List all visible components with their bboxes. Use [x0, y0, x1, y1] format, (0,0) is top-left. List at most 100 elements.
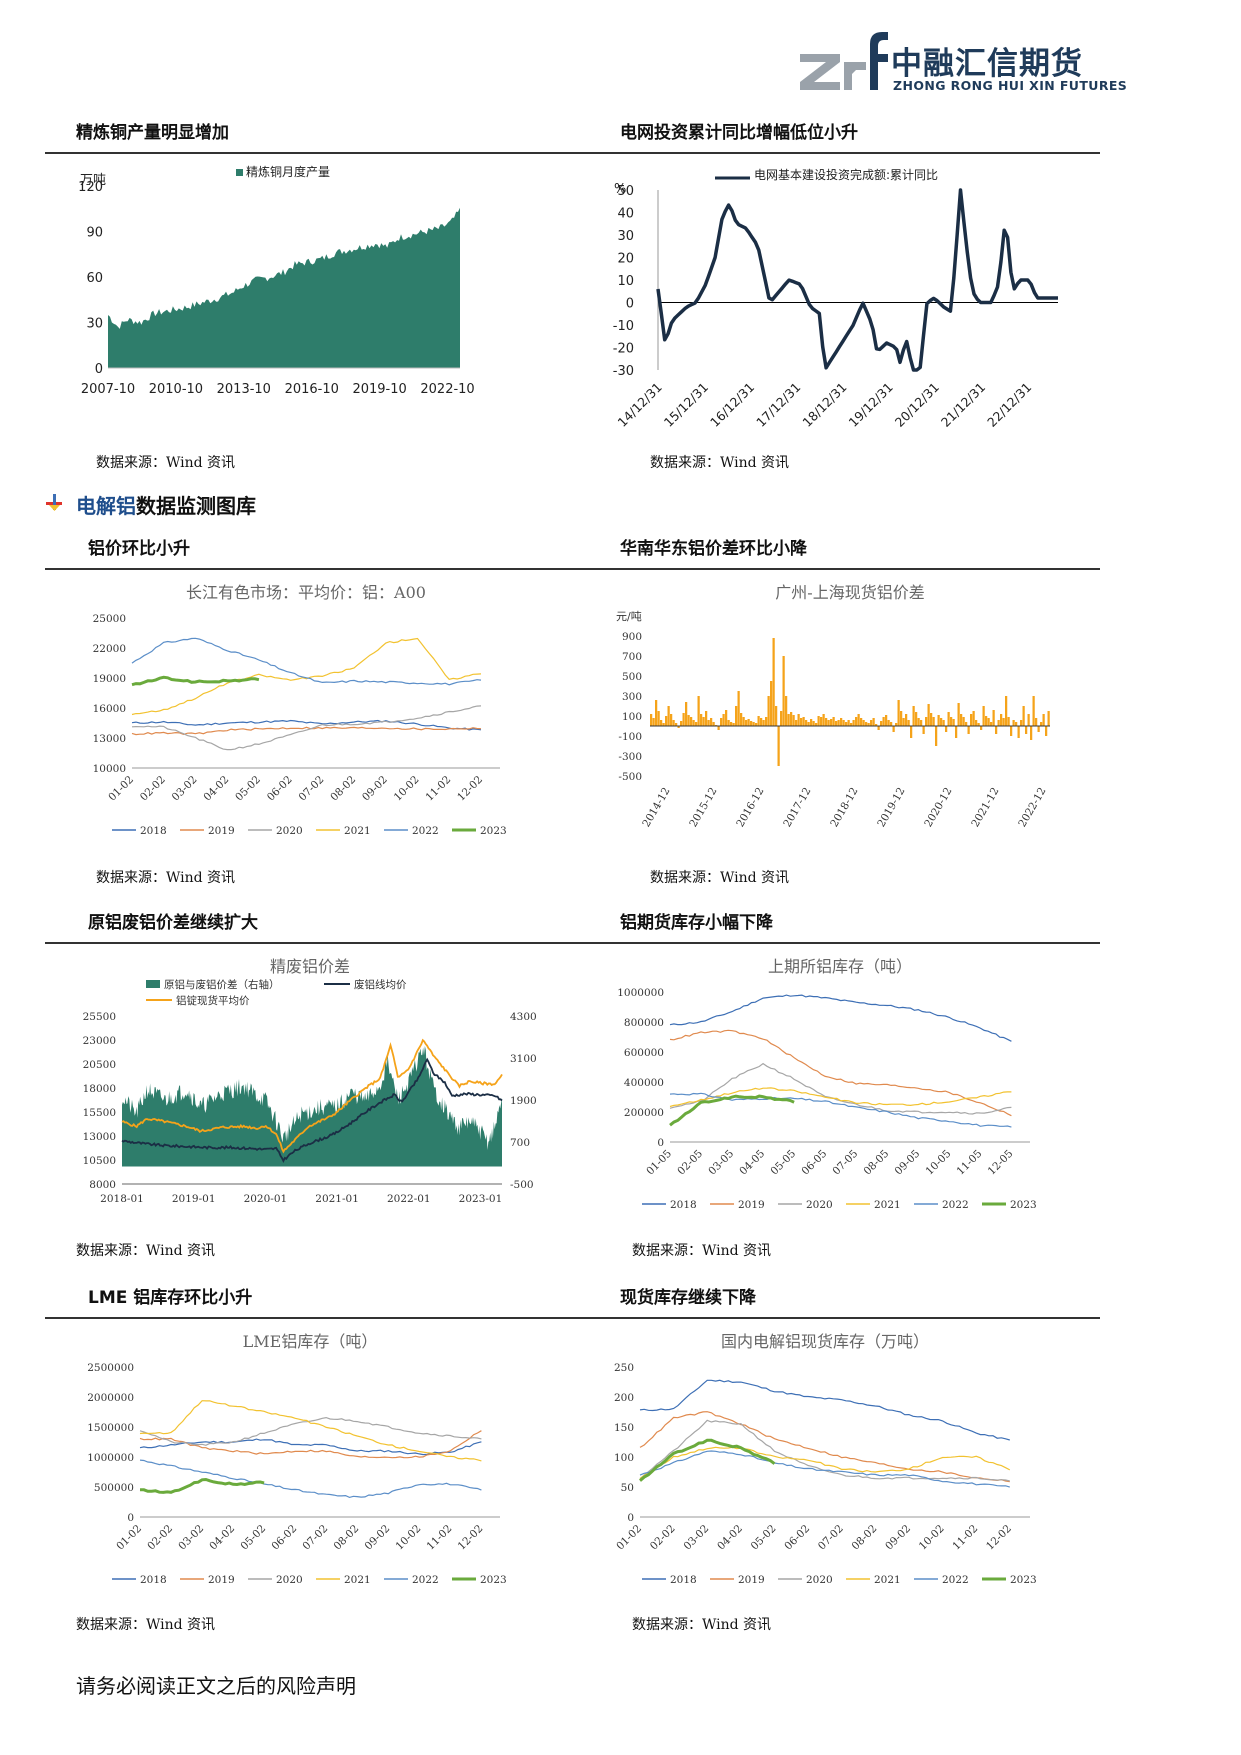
x-tick-label: 2020-12 [922, 786, 954, 830]
x-tick-label: 07-02 [816, 1523, 846, 1553]
x-tick-label: 2016-10 [285, 382, 339, 397]
y-tick-label: 100 [622, 711, 642, 723]
x-tick-label: 2023-01 [459, 1193, 503, 1205]
spread-bar [780, 711, 783, 726]
spread-bar [907, 720, 910, 726]
x-tick-label: 16/12/31 [707, 380, 757, 430]
spread-bar [815, 723, 818, 726]
x-tick-label: 2018-01 [100, 1193, 144, 1205]
spread-bar [905, 714, 908, 726]
spread-bar [897, 700, 900, 726]
spread-bar [747, 719, 750, 726]
spread-bar [930, 713, 933, 726]
x-tick-label: 06-05 [799, 1148, 829, 1178]
y2-tick-label: 700 [510, 1137, 530, 1149]
logo-name: 中融汇信期货 [891, 46, 1083, 82]
spread-bar [932, 717, 935, 726]
spread-bar [1045, 726, 1048, 736]
legend-swatch [146, 980, 160, 988]
series-line-2018 [131, 719, 482, 731]
legend-label: 2020 [276, 825, 303, 837]
spread-bar [955, 726, 958, 738]
spread-bar [1037, 726, 1040, 732]
x-tick-label: 2007-10 [81, 382, 135, 397]
x-tick-label: 07-02 [300, 1523, 330, 1553]
y-tick-label: 16000 [93, 703, 126, 715]
spread-bar [805, 720, 808, 726]
spread-bar [750, 721, 753, 726]
spread-bar [977, 723, 980, 726]
y-tick-label: -100 [618, 731, 642, 743]
x-tick-label: 05-05 [768, 1148, 798, 1178]
spread-bar [922, 726, 925, 734]
spread-bar [752, 722, 755, 726]
x-tick-label: 10-02 [394, 1523, 424, 1553]
chart-title: 精废铝价差 [270, 957, 350, 976]
spread-bar [1047, 711, 1050, 726]
ingot-price-line [121, 1038, 503, 1154]
y-tick-label: 300 [622, 691, 642, 703]
x-tick-label: 09-02 [362, 1523, 392, 1553]
spread-bar [725, 710, 728, 726]
series-line-2021 [639, 1446, 1011, 1479]
y-tick-label: 10000 [93, 763, 126, 775]
spread-bar [730, 722, 733, 726]
x-tick-label: 08-05 [861, 1148, 891, 1178]
y-tick-label: 90 [86, 226, 103, 241]
y-tick-label: 0 [627, 1512, 634, 1524]
legend-label: 电网基本建设投资完成额:累计同比 [754, 167, 938, 182]
y-tick-label: 100 [614, 1452, 634, 1464]
legend-label: 2018 [670, 1199, 697, 1211]
y2-tick-label: 4300 [510, 1011, 537, 1023]
x-tick-label: 05-02 [233, 774, 263, 804]
spread-bar [1042, 714, 1045, 726]
series-line-2019 [131, 726, 482, 736]
spread-bar [757, 716, 760, 726]
y-tick-label: 200000 [624, 1107, 664, 1119]
x-tick-label: 05-02 [238, 1523, 268, 1553]
legend-label: 2019 [208, 1574, 235, 1586]
x-tick-label: 11-05 [955, 1148, 985, 1178]
spread-bar [887, 720, 890, 726]
y-tick-label: 0 [95, 362, 103, 377]
series-line-2022 [131, 637, 482, 686]
spread-bar [842, 720, 845, 726]
y-tick-label: 120 [78, 180, 103, 195]
x-tick-label: 04-05 [737, 1148, 767, 1178]
spread-bar [860, 718, 863, 726]
spread-bar [942, 720, 945, 726]
spread-bar [822, 714, 825, 726]
spread-bar [785, 696, 788, 726]
panel-title-gzsh: 华南华东铝价差环比小降 [620, 539, 807, 559]
spread-bar [967, 726, 970, 734]
legend-label: 2020 [806, 1199, 833, 1211]
y-tick-label: 0 [127, 1512, 134, 1524]
spread-bar [992, 710, 995, 726]
spread-bar [892, 726, 895, 732]
x-tick-label: 2013-10 [217, 382, 271, 397]
spread-area [122, 1046, 502, 1167]
risk-disclaimer: 请务必阅读正文之后的风险声明 [76, 1674, 356, 1698]
x-tick-label: 03-05 [706, 1148, 736, 1178]
y-tick-label: 200 [614, 1392, 634, 1404]
y-tick-label: 10500 [83, 1155, 116, 1167]
y-tick-label: -10 [613, 319, 634, 334]
spread-bar [810, 719, 813, 726]
x-tick-label: 18/12/31 [799, 380, 849, 430]
x-tick-label: 07-05 [830, 1148, 860, 1178]
x-tick-label: 08-02 [331, 1523, 361, 1553]
spread-bar [655, 700, 658, 726]
series-line-2020 [669, 1062, 1012, 1115]
legend-label: 2018 [140, 1574, 167, 1586]
spread-bar [652, 718, 655, 726]
spread-bar [1032, 696, 1035, 726]
x-tick-label: 17/12/31 [753, 380, 803, 430]
y-tick-label: 500 [622, 671, 642, 683]
spread-bar [772, 638, 775, 726]
panel-title-alprice: 铝价环比小升 [88, 539, 190, 559]
y-tick-label: 20500 [83, 1059, 116, 1071]
y-tick-label: 1000000 [87, 1452, 134, 1464]
spread-bar [1010, 726, 1013, 736]
spread-bar [797, 714, 800, 726]
